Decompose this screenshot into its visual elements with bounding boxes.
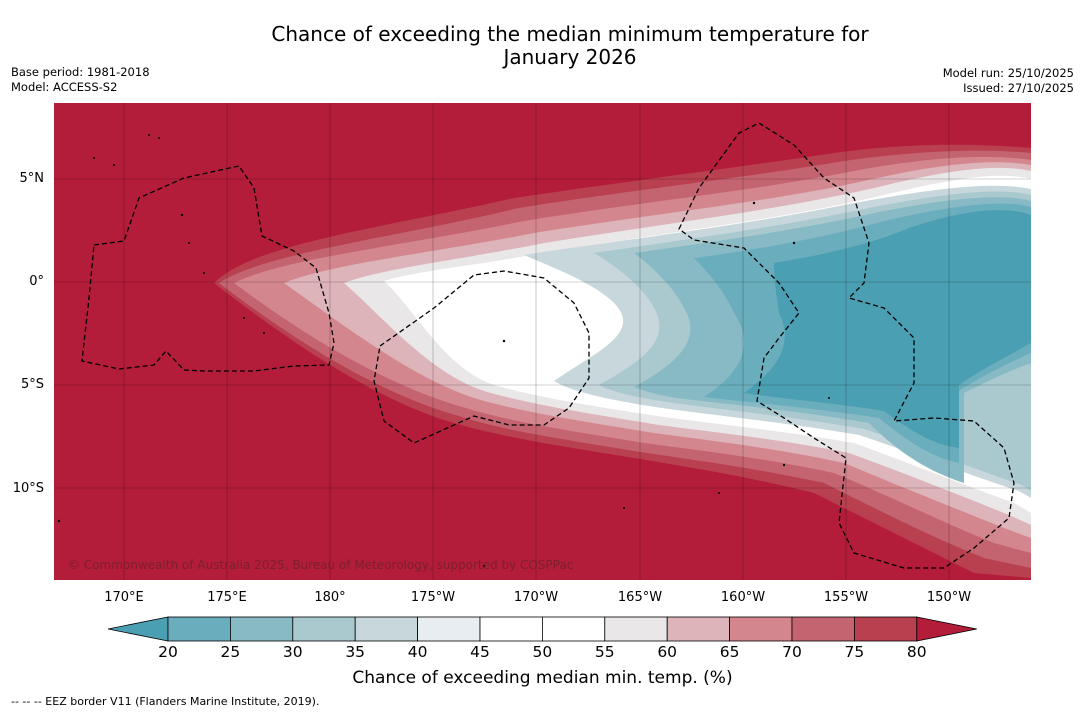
colorbar-label: Chance of exceeding median min. temp. (%… (352, 668, 733, 688)
colorbar-segment (167, 616, 231, 642)
model-name: Model: ACCESS-S2 (11, 80, 118, 94)
lon-label-155w: 155°W (823, 590, 869, 605)
lon-label-150w: 150°W (926, 590, 972, 605)
colorbar-tick-label: 20 (158, 643, 178, 661)
colorbar-tick-label: 75 (844, 643, 865, 661)
base-period: Base period: 1981-2018 (11, 65, 150, 79)
eez-legend-note: -- -- -- EEZ border V11 (Flanders Marine… (11, 695, 320, 708)
lat-label-10s: 10°S (12, 481, 44, 496)
band-20 (744, 210, 1031, 448)
lon-label-175w: 175°W (410, 590, 456, 605)
lon-label-165w: 165°W (617, 590, 663, 605)
issued-date: Issued: 27/10/2025 (963, 81, 1074, 95)
colorbar-tick-label: 25 (220, 643, 241, 661)
colorbar (108, 616, 977, 642)
meta-left: Base period: 1981-2018 Model: ACCESS-S2 (11, 65, 150, 95)
colorbar-extend-high (916, 616, 977, 642)
lat-label-5n: 5°N (19, 171, 45, 186)
colorbar-segment (479, 616, 543, 642)
colorbar-segment (230, 616, 294, 642)
lon-label-170e: 170°E (104, 590, 144, 605)
meta-right: Model run: 25/10/2025 Issued: 27/10/2025 (943, 66, 1074, 96)
colorbar-tick-label: 50 (532, 643, 553, 661)
lon-label-175e: 175°E (207, 590, 247, 605)
chart-title-line-2: January 2026 (503, 45, 637, 69)
colorbar-tick-label: 60 (657, 643, 678, 661)
colorbar-segment (354, 616, 418, 642)
colorbar-segment (854, 616, 918, 642)
lat-label-5s: 5°S (20, 377, 44, 392)
colorbar-segment (292, 616, 356, 642)
eez-borders (81, 122, 1015, 569)
colorbar-tick-label: 40 (407, 643, 428, 661)
colorbar-tick-label: 65 (719, 643, 740, 661)
colorbar-tick-label: 35 (345, 643, 366, 661)
lon-label-160w: 160°W (720, 590, 766, 605)
copyright-notice: © Commonwealth of Australia 2025, Bureau… (68, 558, 574, 572)
forecast-map (54, 103, 1031, 580)
colorbar-tick-label: 80 (906, 643, 927, 661)
colorbar-segment (791, 616, 855, 642)
colorbar-segment (417, 616, 481, 642)
colorbar-tick-label: 55 (594, 643, 615, 661)
lon-label-170w: 170°W (513, 590, 559, 605)
colorbar-segment (604, 616, 668, 642)
colorbar-tick-label: 45 (470, 643, 490, 661)
lat-label-0: 0° (29, 274, 44, 289)
colorbar-tick-label: 30 (282, 643, 303, 661)
colorbar-extend-low (108, 616, 169, 642)
chart-title-line-1: Chance of exceeding the median minimum t… (271, 22, 869, 46)
colorbar-segment (729, 616, 793, 642)
colorbar-segments (108, 616, 977, 642)
island-marks (57, 134, 830, 568)
colorbar-tick-label: 70 (782, 643, 802, 661)
colorbar-segment (666, 616, 731, 642)
lon-label-180: 180° (314, 590, 346, 605)
grid-lines (54, 103, 1031, 580)
model-run: Model run: 25/10/2025 (942, 66, 1074, 80)
colorbar-segment (541, 616, 606, 642)
